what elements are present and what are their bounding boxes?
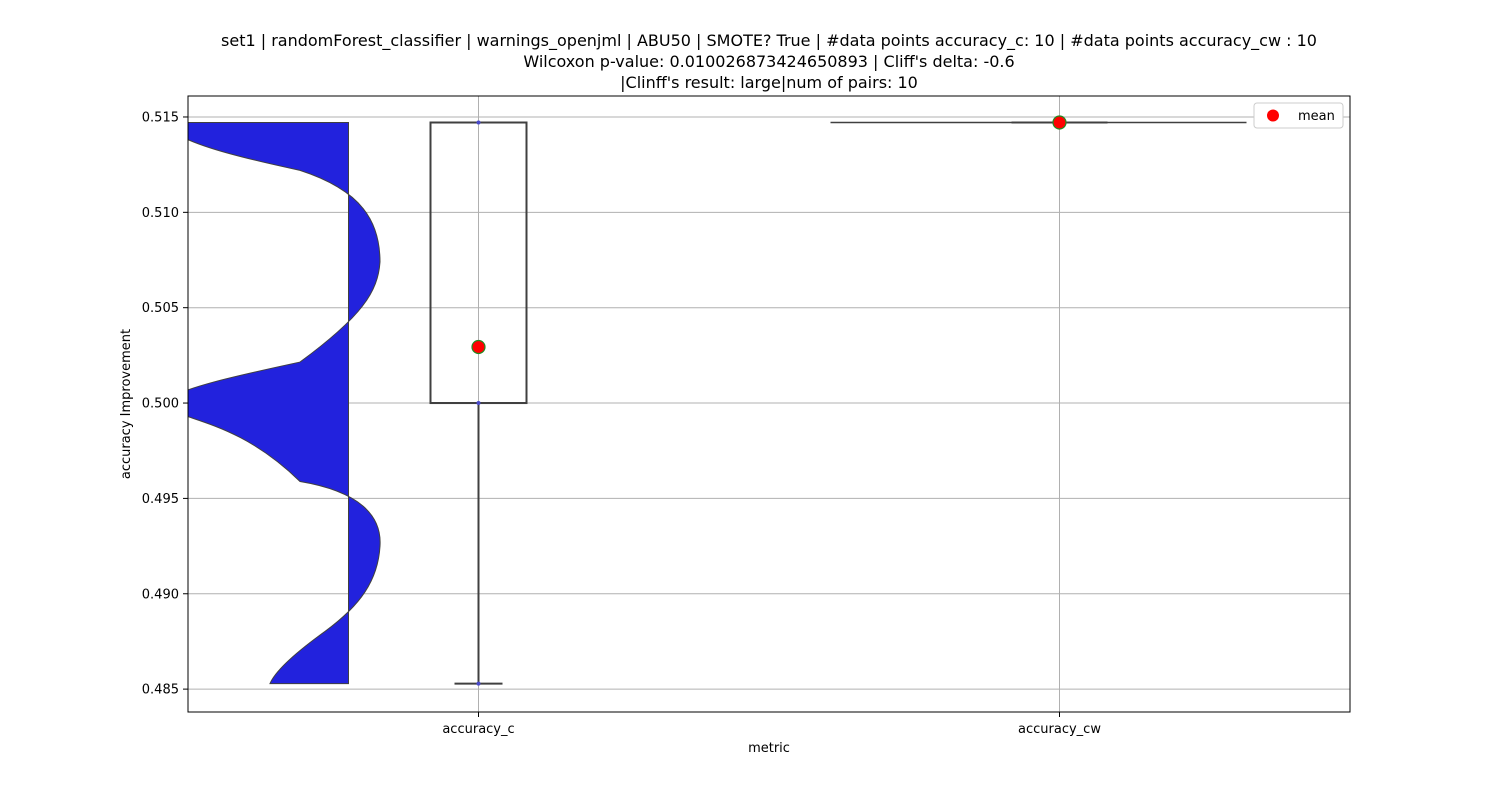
point-layer	[471, 115, 1067, 686]
y-tick-label: 0.510	[142, 206, 179, 221]
y-tick-label: 0.515	[142, 110, 179, 125]
data-point-accuracy_c	[476, 401, 481, 406]
plot-area-frame	[187, 95, 1351, 713]
chart-title-line-1: set1 | randomForest_classifier | warning…	[221, 31, 1317, 51]
x-axis-label: metric	[748, 741, 790, 756]
y-tick-label: 0.505	[142, 301, 179, 316]
legend: mean	[1253, 102, 1344, 129]
x-tick-label: accuracy_c	[442, 722, 514, 737]
y-axis-label: accuracy Improvement	[119, 329, 134, 479]
y-tick-label: 0.485	[142, 683, 179, 698]
data-point-accuracy_c	[476, 120, 481, 125]
violin-layer	[188, 122, 381, 685]
y-tick-label: 0.490	[142, 587, 179, 602]
legend-box	[1253, 102, 1344, 129]
legend-mean-marker	[1267, 109, 1279, 122]
violin-accuracy_c	[188, 122, 381, 685]
y-tick-label: 0.500	[142, 397, 179, 412]
chart-title-line-2: Wilcoxon p-value: 0.010026873424650893 |…	[523, 52, 1014, 71]
mean-marker-accuracy_cw	[1052, 115, 1067, 130]
y-tick-label: 0.495	[142, 492, 179, 507]
data-point-accuracy_c	[476, 681, 481, 686]
chart-title-line-3: |Clinff's result: large|num of pairs: 10	[620, 73, 918, 92]
y-axis: 0.485 0.490 0.495 0.500 0.505 0.510 0.515	[142, 110, 188, 698]
x-axis: accuracy_c accuracy_cw	[442, 712, 1101, 737]
grid-lines	[188, 96, 1350, 712]
x-tick-label: accuracy_cw	[1018, 722, 1101, 737]
legend-label-mean: mean	[1298, 109, 1335, 124]
mean-marker-accuracy_c	[471, 339, 486, 355]
